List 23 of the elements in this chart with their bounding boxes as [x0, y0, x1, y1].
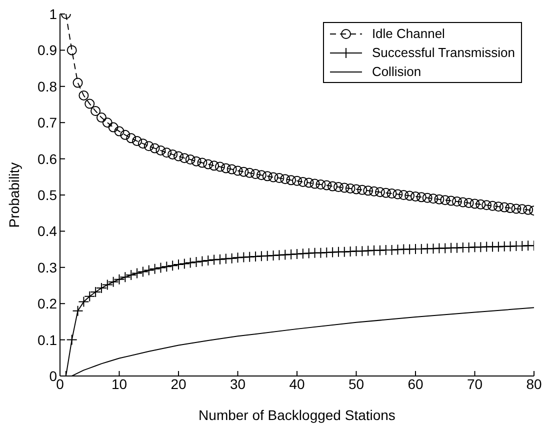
y-tick-label: 0.4: [38, 223, 58, 240]
x-axis-title: Number of Backlogged Stations: [198, 407, 396, 423]
x-tick-label: 50: [348, 376, 364, 392]
y-axis-title: Probability: [6, 162, 22, 228]
x-tick-label: 70: [466, 376, 483, 392]
x-tick-label: 40: [289, 376, 305, 392]
y-tick-label: 0.9: [38, 42, 58, 58]
x-tick-label: 10: [111, 376, 128, 392]
y-tick-label: 0.5: [38, 186, 58, 203]
x-tick-label: 20: [170, 376, 186, 392]
x-tick-label: 60: [408, 376, 424, 392]
y-tick-label: 0.6: [38, 150, 58, 167]
y-tick-label: 0.2: [38, 296, 58, 312]
y-tick-label: 0.8: [38, 78, 58, 94]
y-tick-label: 0.3: [38, 259, 58, 276]
y-tick-label: 0.1: [38, 332, 58, 348]
y-tick-label: 0.7: [38, 114, 58, 131]
legend-label: Successful Transmission: [372, 44, 515, 62]
y-tick-label: 1: [49, 6, 58, 22]
legend-label: Collision: [372, 63, 422, 81]
x-tick-label: 80: [526, 376, 542, 392]
legend-label: Idle Channel: [372, 25, 445, 43]
x-tick-label: 30: [230, 376, 246, 392]
